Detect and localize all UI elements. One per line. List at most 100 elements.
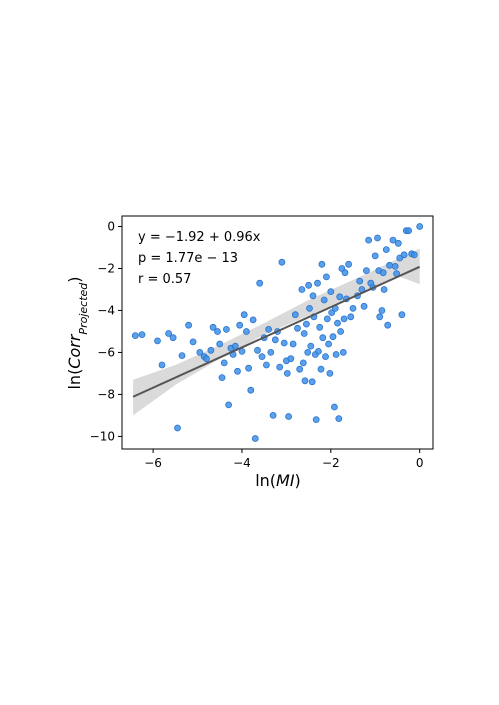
x-tick-label: −6: [144, 456, 162, 470]
data-point: [389, 236, 397, 244]
data-point: [269, 411, 277, 419]
data-point: [267, 348, 275, 356]
y-axis-label-suffix: ): [65, 276, 84, 282]
data-point: [332, 351, 340, 358]
data-point: [185, 321, 193, 329]
data-point: [214, 328, 221, 335]
data-point: [262, 361, 270, 369]
data-point: [249, 316, 257, 324]
data-point: [330, 403, 338, 411]
annotation-equation: y = −1.92 + 0.96x: [138, 230, 261, 245]
y-tick-label: −10: [90, 429, 115, 443]
data-point: [283, 369, 291, 377]
y-axis-label-prefix: ln(: [65, 369, 84, 390]
data-point: [405, 227, 413, 235]
data-point: [225, 401, 233, 409]
data-point: [220, 359, 228, 367]
data-point: [276, 363, 284, 371]
data-point: [202, 355, 210, 363]
data-point: [416, 223, 424, 230]
x-axis-label: ln(MI): [255, 471, 301, 490]
y-axis-label: ln(CorrProjected): [65, 276, 90, 389]
data-point: [322, 353, 329, 361]
data-point: [294, 324, 301, 332]
data-point: [174, 424, 181, 432]
annotation-r-value: r = 0.57: [138, 272, 191, 287]
data-point: [165, 330, 173, 337]
data-point: [384, 321, 392, 329]
data-point: [329, 333, 337, 341]
data-point: [340, 315, 348, 323]
data-point: [300, 330, 308, 337]
data-point: [236, 321, 244, 329]
data-point: [301, 377, 309, 385]
data-point: [234, 367, 241, 375]
data-point: [247, 386, 255, 394]
data-point: [251, 435, 259, 442]
data-point: [379, 269, 387, 277]
data-point: [365, 236, 373, 244]
data-point: [314, 347, 322, 355]
stats-annotation: y = −1.92 + 0.96x p = 1.77e − 13 r = 0.5…: [138, 230, 261, 287]
data-point: [218, 374, 226, 382]
data-point: [291, 311, 299, 319]
regression-line: [132, 265, 421, 398]
y-axis-label-var: Corr: [65, 333, 84, 369]
data-point: [371, 252, 379, 260]
y-axis-ticks: 0 −2 −4 −6 −8 −10: [90, 219, 122, 443]
data-point: [222, 325, 230, 333]
data-point: [374, 234, 381, 242]
data-point: [327, 288, 335, 296]
data-point: [335, 415, 343, 423]
data-point: [280, 339, 288, 347]
data-point: [258, 353, 266, 361]
data-point: [178, 352, 186, 360]
data-point: [240, 311, 248, 319]
data-point: [158, 361, 166, 369]
data-point: [360, 302, 368, 310]
data-point: [376, 313, 384, 321]
data-point: [312, 416, 320, 424]
x-axis-label-var: MI: [276, 471, 295, 490]
data-point: [349, 304, 357, 312]
data-point: [362, 267, 370, 275]
data-point: [131, 332, 139, 340]
data-point: [322, 273, 330, 281]
data-point: [314, 279, 321, 287]
data-point: [265, 325, 273, 333]
data-point: [271, 336, 279, 344]
confidence-band-layer: [133, 248, 420, 416]
data-point: [326, 369, 334, 377]
data-point: [207, 346, 215, 354]
data-point: [341, 269, 349, 277]
data-point: [307, 342, 315, 350]
data-point: [296, 365, 304, 373]
data-point: [316, 323, 324, 331]
x-axis-label-suffix: ): [295, 471, 301, 490]
y-tick-label: −8: [97, 387, 115, 401]
data-point: [347, 313, 355, 321]
data-point: [400, 251, 408, 259]
data-point: [216, 340, 224, 348]
confidence-band: [133, 248, 420, 416]
data-point: [345, 260, 353, 268]
data-point: [318, 260, 326, 268]
y-tick-label: 0: [107, 219, 115, 233]
y-tick-label: −6: [97, 345, 115, 359]
data-point: [209, 323, 217, 331]
data-point: [339, 348, 347, 356]
data-point: [245, 364, 253, 372]
data-point: [304, 348, 312, 356]
data-point: [356, 277, 364, 285]
x-tick-label: 0: [416, 456, 424, 470]
data-point: [378, 307, 386, 314]
data-point: [242, 328, 250, 335]
data-point: [302, 320, 310, 328]
data-point: [299, 359, 307, 367]
data-point: [391, 262, 399, 270]
data-point: [334, 319, 341, 327]
data-point: [254, 346, 261, 354]
data-point: [325, 340, 333, 348]
data-point: [196, 348, 204, 356]
